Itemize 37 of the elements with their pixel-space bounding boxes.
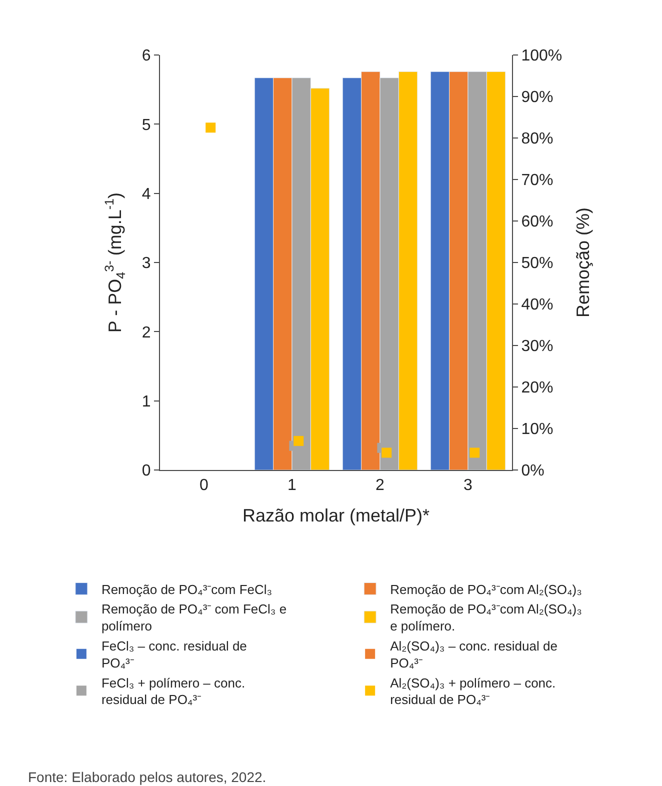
x-axis-title: Razão molar (metal/P)* — [242, 505, 430, 526]
legend-label: Al₂(SO₄)₃ – conc. residual de PO₄³⁻ — [390, 638, 558, 670]
y2-tick-label: 0% — [521, 462, 544, 480]
legend-label: Remoção de PO₄³⁻com Al₂(SO₄)₃ e polímero. — [390, 602, 582, 634]
x-tick-label: 0 — [200, 477, 209, 494]
y2-tick-label: 10% — [521, 421, 554, 438]
legend-label: FeCl₃ + polímero – conc. residual de PO₄³⁻ — [101, 675, 246, 708]
y-tick-label: 4 — [142, 186, 151, 203]
y-tick-label: 2 — [142, 324, 151, 342]
y-tick-label: 5 — [142, 116, 151, 134]
legend-label: Al₂(SO₄)₃ + polímero – conc. residual de PO₄³⁻ — [390, 675, 556, 708]
source-note: Fonte: Elaborado pelos autores, 2022. — [28, 769, 266, 785]
legend-label: Remoção de PO₄³⁻com FeCl₃ — [101, 582, 272, 597]
legend-label: FeCl₃ – conc. residual de PO₄³⁻ — [101, 638, 247, 670]
y2-tick-label: 100% — [521, 48, 562, 65]
y2-tick-label: 90% — [521, 89, 554, 106]
y2-tick-label: 70% — [521, 172, 554, 190]
y-tick-label: 0 — [142, 462, 151, 480]
y-tick-label: 3 — [142, 255, 151, 272]
y2-axis-title: Remoção (%) — [573, 207, 594, 318]
x-tick-label: 1 — [288, 477, 297, 494]
point — [294, 436, 304, 446]
x-tick-label: 3 — [464, 477, 473, 494]
y2-tick-label: 40% — [521, 296, 554, 314]
y2-tick-label: 20% — [521, 380, 554, 397]
y2-tick-label: 80% — [521, 130, 554, 148]
y-tick-label: 6 — [142, 48, 151, 65]
legend-label: Remoção de PO₄³⁻com Al₂(SO₄)₃ — [390, 582, 582, 597]
x-tick-label: 2 — [376, 477, 385, 494]
point — [206, 122, 216, 133]
y2-tick-label: 30% — [521, 338, 554, 356]
legend-label: Remoção de PO₄³⁻ com FeCl₃ e polímero — [101, 602, 287, 634]
y2-tick-label: 60% — [521, 214, 554, 231]
y-tick-label: 1 — [142, 393, 151, 410]
point — [382, 448, 392, 458]
y2-tick-label: 50% — [521, 255, 554, 272]
point — [470, 448, 480, 458]
